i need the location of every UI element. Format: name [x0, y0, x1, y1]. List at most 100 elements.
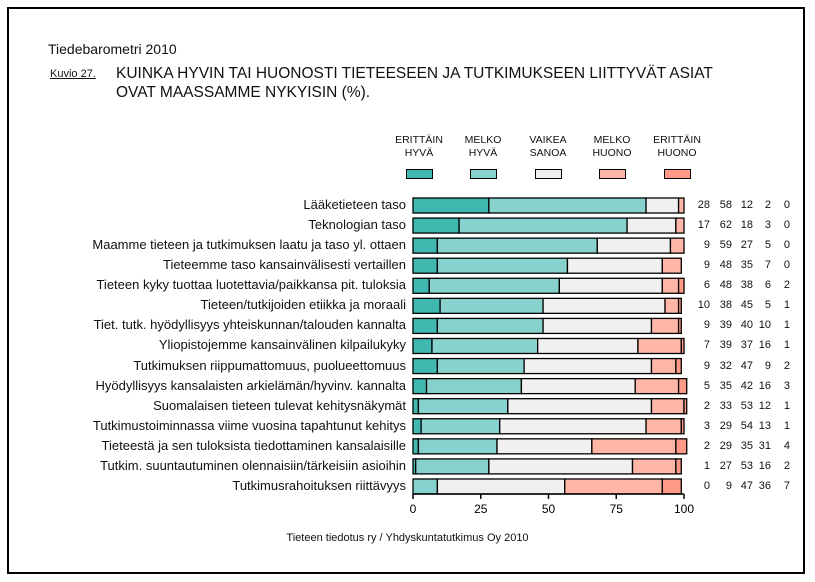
- value-label: 62: [719, 219, 732, 232]
- value-label: 48: [719, 279, 732, 292]
- bar-segment: [661, 257, 682, 274]
- category-label: Tutkimustoiminnassa viime vuosina tapaht…: [92, 417, 406, 433]
- bar-segment: [412, 217, 460, 234]
- bar-segment: [436, 317, 544, 335]
- legend-label: VAIKEA SANOA: [513, 134, 583, 160]
- value-label: 0: [783, 239, 790, 252]
- bar-segment: [415, 458, 490, 475]
- legend-label-line: MELKO: [464, 134, 502, 146]
- value-label: 45: [740, 299, 753, 312]
- value-label: 12: [740, 199, 753, 211]
- bar-segment: [488, 197, 647, 214]
- value-label: 39: [719, 339, 732, 352]
- bar-segment: [677, 197, 685, 214]
- bar-row: [412, 478, 682, 495]
- value-label: 47: [740, 479, 753, 492]
- bar-segment: [645, 197, 680, 214]
- legend-label-line: ERITTÄIN: [653, 134, 701, 146]
- legend-label: ERITTÄIN HYVÄ: [384, 134, 454, 160]
- value-label: 1: [703, 459, 710, 472]
- bar-segment: [677, 317, 682, 335]
- value-label: 17: [697, 219, 710, 232]
- value-label: 9: [725, 479, 732, 492]
- bar-segment: [412, 237, 439, 254]
- figure-frame: [7, 7, 805, 574]
- report-subtitle: Tiedebarometri 2010: [48, 41, 177, 57]
- value-label: 3: [783, 379, 790, 392]
- category-label: Maamme tieteen ja tutkimuksen laatu ja t…: [92, 237, 406, 253]
- value-label: 0: [703, 479, 710, 492]
- bar-segment: [507, 398, 653, 415]
- bar-segment: [431, 337, 539, 355]
- bar-row: [412, 257, 682, 274]
- bar-segment: [675, 458, 682, 475]
- value-label: 1: [783, 399, 790, 412]
- bar-segment: [645, 418, 682, 435]
- value-label: 54: [740, 419, 753, 432]
- bar-row: [412, 418, 685, 435]
- legend-swatch: [470, 169, 497, 179]
- source-footer: Tieteen tiedotus ry / Yhdyskuntatutkimus…: [286, 532, 529, 544]
- bar-segment: [591, 438, 677, 455]
- bar-segment: [542, 297, 666, 315]
- bar-segment: [650, 317, 680, 335]
- bar-segment: [436, 237, 598, 254]
- bar-segment: [412, 277, 430, 294]
- legend-label-line: VAIKEA: [529, 134, 567, 146]
- category-label: Hyödyllisyys kansalaisten arkielämän/hyv…: [95, 377, 406, 393]
- bar-segment: [439, 297, 544, 315]
- value-label: 10: [697, 299, 710, 312]
- bar-segment: [558, 277, 663, 294]
- bar-segment: [596, 237, 672, 254]
- x-tick-label: 75: [610, 502, 624, 516]
- bar-segment: [677, 297, 682, 315]
- bar-segment: [523, 357, 653, 375]
- value-label: 9: [703, 239, 710, 252]
- bar-segment: [661, 277, 680, 294]
- category-label: Tutkim. suuntautuminen olennaisiin/tärke…: [100, 457, 406, 473]
- value-label: 2: [783, 359, 790, 372]
- value-label: 0: [783, 219, 790, 232]
- bar-segment: [436, 357, 525, 375]
- bar-segment: [675, 357, 682, 375]
- value-label: 9: [703, 359, 710, 372]
- category-label: Tutkimusrahoituksen riittävyys: [232, 477, 406, 493]
- value-label: 5: [703, 379, 710, 392]
- bar-row: [412, 357, 682, 375]
- category-label: Yliopistojemme kansainvälinen kilpailuky…: [158, 337, 406, 353]
- legend-label-line: HYVÄ: [404, 147, 434, 159]
- legend-swatch: [406, 169, 433, 179]
- x-tick-label: 0: [410, 502, 417, 516]
- value-label: 39: [719, 319, 732, 332]
- value-label: 1: [783, 319, 790, 332]
- value-label: 1: [783, 419, 790, 432]
- bar-row: [412, 398, 688, 415]
- value-label: 6: [764, 279, 771, 292]
- value-label: 27: [740, 239, 753, 252]
- value-label: 37: [740, 339, 753, 352]
- chart-title-line-1: KUINKA HYVIN TAI HUONOSTI TIETEESEEN JA …: [116, 65, 713, 82]
- bar-row: [412, 217, 685, 234]
- value-label: 1: [783, 299, 790, 312]
- bar-segment: [412, 398, 420, 415]
- bar-segment: [436, 478, 566, 495]
- bar-segment: [675, 438, 688, 455]
- legend-label-line: SANOA: [529, 147, 567, 159]
- value-label: 2: [783, 459, 790, 472]
- category-label: Tieteen/tutkijoiden etiikka ja moraali: [200, 297, 406, 313]
- x-tick-label: 50: [542, 502, 556, 516]
- value-label: 53: [740, 459, 753, 472]
- category-label: Teknologian taso: [308, 217, 406, 233]
- value-label: 7: [783, 479, 790, 492]
- bar-segment: [412, 257, 439, 274]
- bar-segment: [417, 398, 509, 415]
- category-label: Tiet. tutk. hyödyllisyys yhteiskunnan/ta…: [93, 317, 406, 333]
- bar-row: [412, 377, 688, 395]
- bar-segment: [412, 478, 439, 495]
- value-label: 2: [783, 279, 790, 292]
- bar-segment: [680, 337, 685, 355]
- category-label: Tieteestä ja sen tuloksista tiedottamine…: [101, 437, 406, 453]
- value-label: 35: [740, 259, 753, 272]
- legend-swatch: [664, 169, 691, 179]
